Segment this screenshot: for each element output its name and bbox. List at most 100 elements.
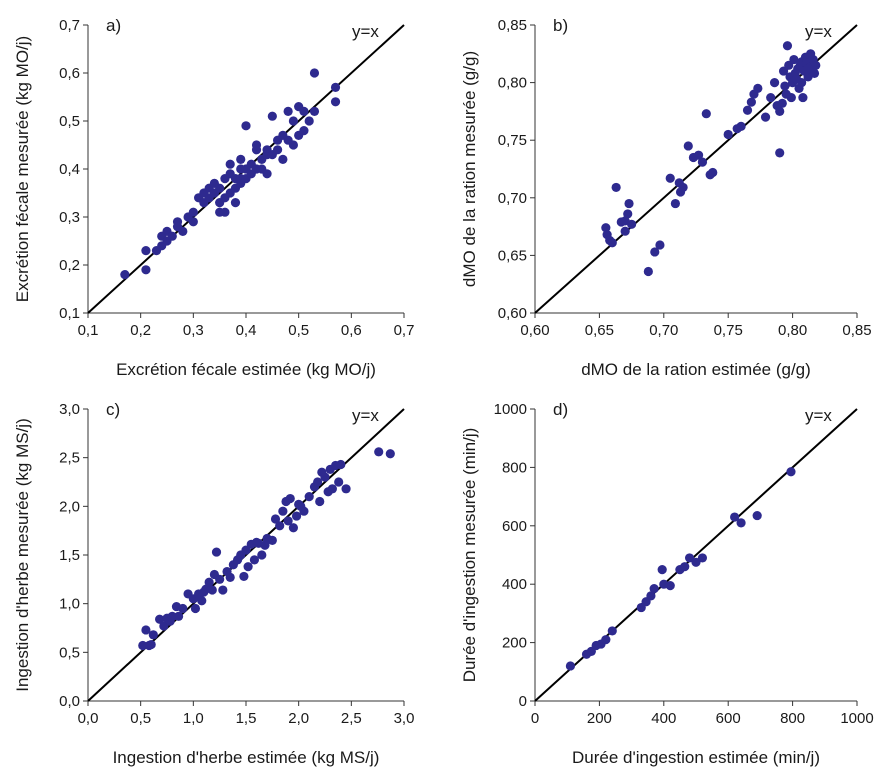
data-point xyxy=(742,105,753,115)
y-tick-label: 0 xyxy=(519,693,527,710)
data-point xyxy=(190,603,201,614)
data-point xyxy=(611,182,621,193)
data-point xyxy=(680,562,690,572)
x-tick-label: 0,0 xyxy=(78,710,99,727)
x-tick-label: 0,5 xyxy=(130,710,151,727)
data-point xyxy=(811,60,821,70)
y-axis-title: Durée d'ingestion mesurée (min/j) xyxy=(460,428,479,683)
y-tick-label: 1,5 xyxy=(59,547,80,564)
data-point xyxy=(649,583,659,594)
x-tick-label: 1000 xyxy=(840,710,873,727)
x-tick-label: 0,75 xyxy=(714,322,743,339)
x-tick-label: 200 xyxy=(587,710,612,727)
data-point xyxy=(241,164,251,174)
data-point xyxy=(148,630,158,640)
data-point xyxy=(257,550,267,560)
x-axis-title: Excrétion fécale estimée (kg MO/j) xyxy=(116,360,376,379)
data-point xyxy=(283,516,293,526)
data-point xyxy=(288,523,298,533)
y-tick-label: 800 xyxy=(502,459,527,476)
data-point xyxy=(278,506,288,516)
data-point xyxy=(789,54,799,65)
data-point xyxy=(178,603,188,614)
data-point xyxy=(278,154,288,164)
data-point xyxy=(809,68,820,78)
data-point xyxy=(766,92,776,103)
data-point xyxy=(267,535,277,546)
y-tick-label: 0,65 xyxy=(498,247,527,264)
x-tick-label: 0,80 xyxy=(778,322,807,339)
y-tick-label: 0,1 xyxy=(59,305,80,322)
x-tick-label: 0,70 xyxy=(649,322,678,339)
data-point xyxy=(249,555,260,565)
data-point xyxy=(141,625,151,635)
data-point xyxy=(146,639,156,650)
y-tick-label: 2,0 xyxy=(59,498,80,515)
y-axis-title: dMO de la ration mesurée (g/g) xyxy=(460,51,479,287)
data-point xyxy=(313,477,323,487)
data-point xyxy=(665,581,675,591)
y-tick-label: 0,0 xyxy=(59,693,80,710)
data-point xyxy=(791,74,802,84)
data-point xyxy=(565,661,576,671)
panel-label: b) xyxy=(553,16,568,35)
data-point xyxy=(138,640,148,651)
y-tick-label: 0,85 xyxy=(498,17,527,34)
x-tick-label: 0,7 xyxy=(394,322,415,339)
y-tick-label: 0,6 xyxy=(59,65,80,82)
data-point xyxy=(236,154,246,164)
data-point xyxy=(330,82,341,92)
data-point xyxy=(304,492,314,502)
data-point xyxy=(760,112,771,122)
reference-line-y-equals-x xyxy=(87,408,405,702)
data-point xyxy=(627,219,637,229)
y-tick-label: 1,0 xyxy=(59,596,80,613)
y-tick-label: 0,80 xyxy=(498,75,527,92)
data-point xyxy=(620,226,630,236)
data-point xyxy=(752,510,762,521)
data-point xyxy=(239,571,249,582)
data-point xyxy=(708,167,718,178)
x-tick-label: 1,5 xyxy=(236,710,257,727)
y-tick-label: 0,60 xyxy=(498,305,527,322)
reference-line-label: y=x xyxy=(805,22,832,41)
data-point xyxy=(215,183,225,193)
x-tick-label: 0,3 xyxy=(183,322,204,339)
data-point xyxy=(155,614,165,624)
data-point xyxy=(657,565,667,575)
data-point xyxy=(683,141,693,151)
y-tick-label: 0,2 xyxy=(59,257,80,274)
data-point xyxy=(141,265,151,275)
data-point xyxy=(251,537,262,547)
data-point xyxy=(291,511,302,521)
data-point xyxy=(285,493,295,504)
data-point xyxy=(775,148,785,158)
data-point xyxy=(601,635,611,645)
data-point xyxy=(197,596,207,606)
data-point xyxy=(309,106,320,116)
y-tick-label: 1000 xyxy=(494,401,527,418)
data-point xyxy=(315,496,325,507)
data-point xyxy=(167,611,177,621)
data-point xyxy=(650,247,660,257)
data-point xyxy=(607,626,617,636)
x-tick-label: 2,0 xyxy=(288,710,309,727)
data-point xyxy=(803,64,813,74)
data-point xyxy=(304,116,314,126)
data-point xyxy=(243,562,253,572)
data-point xyxy=(623,209,633,219)
x-tick-label: 600 xyxy=(716,710,741,727)
chart-panel-c: 0,0 0,5 1,0 1,5 2,0 2,5 3,0 0,0 0,5 1,0 1,5 2,0 2,5 3… xyxy=(13,400,414,767)
data-point xyxy=(697,553,708,563)
data-point xyxy=(693,150,704,160)
y-tick-label: 400 xyxy=(502,576,527,593)
data-point xyxy=(273,145,283,155)
x-axis-title: Durée d'ingestion estimée (min/j) xyxy=(572,748,820,767)
y-tick-label: 0,75 xyxy=(498,132,527,149)
data-point xyxy=(211,547,222,557)
x-tick-label: 3,0 xyxy=(394,710,415,727)
data-point xyxy=(678,182,688,193)
reference-line-label: y=x xyxy=(352,22,379,41)
x-tick-label: 0,4 xyxy=(236,322,257,339)
